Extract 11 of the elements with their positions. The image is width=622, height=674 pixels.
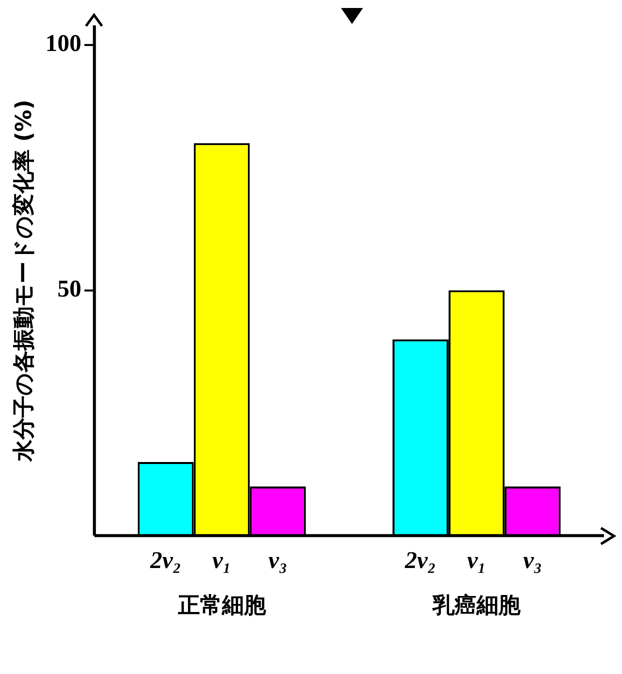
series-label: ν₁ <box>212 548 232 574</box>
text: ν₃ <box>523 548 542 574</box>
series-label: ν₃ <box>268 548 288 574</box>
text: 2ν₂ <box>405 548 436 574</box>
series-label: 2ν₂ <box>149 548 182 574</box>
x-tick-label: 正常細胞 <box>176 594 267 619</box>
y-tick-label: 100 <box>45 31 82 58</box>
y-tick-label: 50 <box>57 276 82 303</box>
x-tick-label: 乳癌細胞 <box>432 592 522 619</box>
text: ν₁ <box>467 548 486 574</box>
y-axis-title: 水分子の各振動モードの変化率 (%) <box>10 100 37 462</box>
